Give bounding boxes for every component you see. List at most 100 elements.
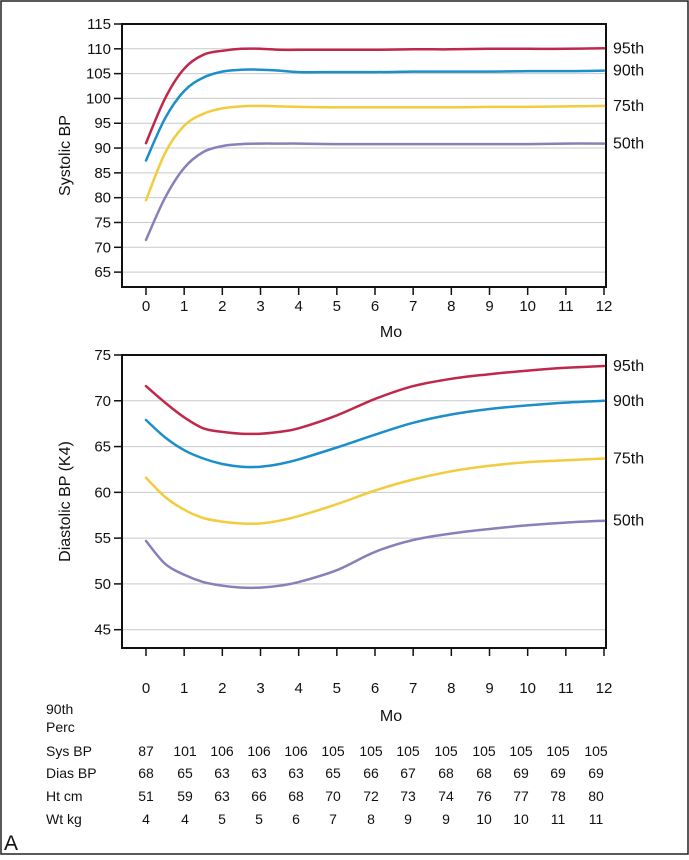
table-cell: 67 [400, 765, 416, 781]
table-cell: 63 [214, 765, 230, 781]
table-header-line2: Perc [46, 719, 75, 735]
table-cell: 65 [325, 765, 341, 781]
series-line-75th [144, 104, 606, 202]
table-cell: 105 [321, 743, 345, 759]
table-cell: 87 [138, 743, 154, 759]
y-tick-label: 70 [94, 393, 111, 410]
x-axis-label: Mo [380, 708, 402, 725]
table-cell: 59 [177, 788, 193, 804]
table-cell: 9 [442, 811, 450, 827]
table-cell: 106 [284, 743, 308, 759]
y-tick-label: 75 [94, 214, 111, 231]
x-tick-label: 7 [409, 298, 417, 315]
x-tick-label: 12 [596, 298, 613, 315]
table-cell: 63 [214, 788, 230, 804]
table-cell: 51 [138, 788, 154, 804]
x-tick-label: 9 [485, 298, 493, 315]
y-tick-label: 80 [94, 190, 111, 207]
plot-frame [121, 354, 607, 649]
table-cell: 105 [472, 743, 496, 759]
table-cell: 5 [218, 811, 226, 827]
series-line-50th [144, 519, 606, 590]
x-tick-label: 8 [447, 680, 455, 697]
percentile-table: 90th Perc Sys BP 87 101 106 106 106 105 105 105 1… [46, 701, 608, 827]
table-cell: 6 [292, 811, 300, 827]
series-label: 75th [613, 450, 644, 467]
table-cell: 63 [288, 765, 304, 781]
x-tick-label: 0 [142, 298, 150, 315]
x-tick-label: 10 [519, 298, 536, 315]
y-tick-label: 45 [94, 622, 111, 639]
table-cell: 72 [363, 788, 379, 804]
x-tick-label: 5 [333, 680, 341, 697]
table-cell: 105 [584, 743, 608, 759]
x-tick-label: 2 [218, 298, 226, 315]
series-label: 90th [613, 63, 644, 80]
table-cell: 106 [247, 743, 271, 759]
table-cell: 10 [476, 811, 492, 827]
series-line-50th [144, 142, 606, 242]
series-label: 75th [613, 98, 644, 115]
x-tick-label: 1 [180, 298, 188, 315]
table-row-label: Wt kg [46, 811, 82, 827]
series-label: 50th [613, 136, 644, 153]
y-tick-label: 100 [86, 90, 111, 107]
table-cell: 9 [404, 811, 412, 827]
table-cell: 68 [476, 765, 492, 781]
y-tick-label: 115 [87, 16, 111, 33]
table-cell: 68 [438, 765, 454, 781]
table-cell: 68 [288, 788, 304, 804]
table-cell: 106 [210, 743, 234, 759]
y-tick-label: 50 [94, 576, 111, 593]
table-cell: 69 [550, 765, 566, 781]
table-cell: 4 [142, 811, 150, 827]
table-row-label: Ht cm [46, 788, 83, 804]
x-tick-label: 3 [256, 298, 264, 315]
x-tick-label: 0 [142, 680, 150, 697]
table-cell: 105 [434, 743, 458, 759]
x-tick-label: 5 [333, 298, 341, 315]
y-tick-label: 65 [94, 439, 111, 456]
table-cell: 70 [325, 788, 341, 804]
y-tick-label: 65 [94, 264, 111, 281]
x-tick-label: 11 [558, 680, 574, 697]
y-axis-label: Systolic BP [57, 115, 74, 196]
y-tick-label: 75 [94, 347, 111, 364]
x-tick-label: 4 [294, 680, 302, 697]
series-line-90th [144, 68, 606, 162]
table-header-line1: 90th [46, 701, 73, 717]
x-axis-label: Mo [380, 324, 402, 341]
table-cell: 68 [138, 765, 154, 781]
table-cell: 76 [476, 788, 492, 804]
table-cell: 66 [363, 765, 379, 781]
table-cell: 65 [177, 765, 193, 781]
series-label: 50th [613, 513, 644, 530]
table-cell: 11 [589, 811, 604, 827]
table-cell: 63 [251, 765, 267, 781]
x-tick-label: 1 [180, 680, 188, 697]
x-tick-label: 6 [371, 298, 379, 315]
y-axis-label: Diastolic BP (K4) [57, 441, 74, 562]
x-tick-label: 12 [596, 680, 613, 697]
table-cell: 74 [438, 788, 454, 804]
plot-frame [121, 23, 607, 288]
table-cell: 77 [513, 788, 529, 804]
table-cell: 66 [251, 788, 267, 804]
table-cell: 4 [181, 811, 189, 827]
table-cell: 69 [513, 765, 529, 781]
y-tick-label: 110 [87, 41, 111, 58]
x-tick-label: 10 [519, 680, 536, 697]
series-label: 95th [613, 358, 644, 375]
table-cell: 78 [550, 788, 566, 804]
x-tick-label: 8 [447, 298, 455, 315]
table-row-label: Sys BP [46, 743, 92, 759]
x-tick-label: 6 [371, 680, 379, 697]
table-cell: 8 [367, 811, 375, 827]
table-cell: 5 [255, 811, 263, 827]
series-label: 90th [613, 393, 644, 410]
series-line-95th [144, 364, 606, 436]
